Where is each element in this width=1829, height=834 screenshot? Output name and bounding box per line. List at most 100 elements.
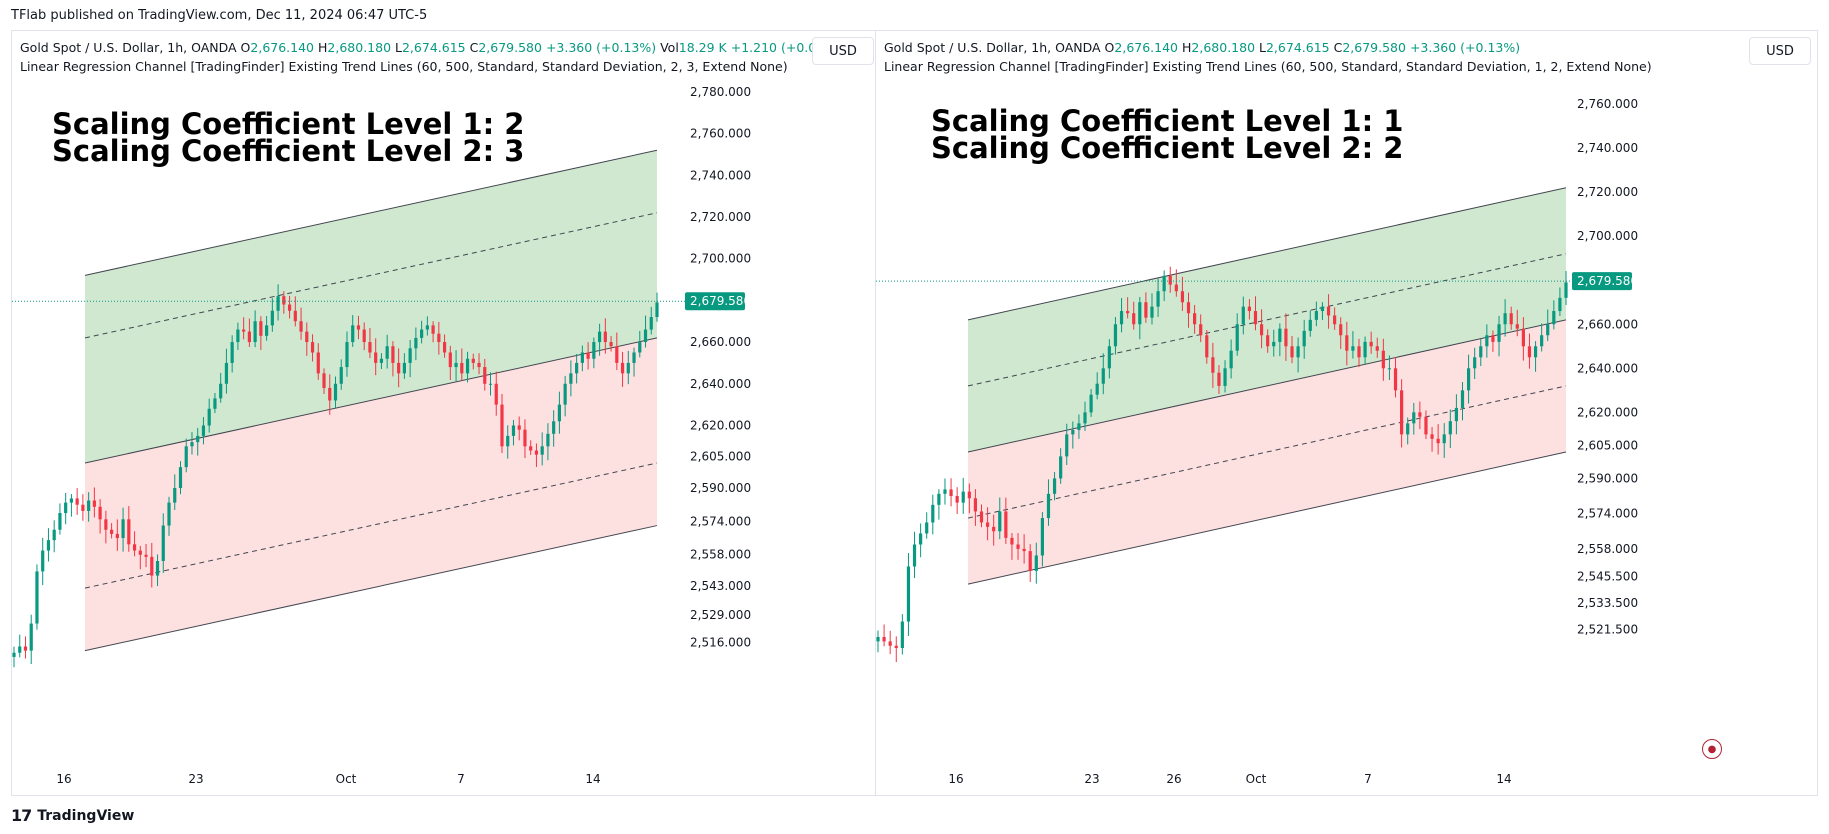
candle-body xyxy=(224,362,229,384)
tradingview-brand[interactable]: 17 TradingView xyxy=(11,806,134,825)
high-value: 2,680.180 xyxy=(1191,40,1256,55)
time-axis-label: 7 xyxy=(1364,772,1372,786)
candle-body xyxy=(534,450,539,455)
candle-body xyxy=(1333,315,1337,325)
candle-body xyxy=(961,491,965,503)
candle-body xyxy=(1156,291,1160,307)
candle-body xyxy=(1375,346,1379,351)
symbol-name[interactable]: Gold Spot / U.S. Dollar, 1h, OANDA xyxy=(884,40,1101,55)
candle-body xyxy=(985,522,990,527)
upper-channel-fill xyxy=(85,150,657,463)
time-axis-label: 16 xyxy=(56,772,71,786)
candle-body xyxy=(1095,383,1099,395)
candle-body xyxy=(425,325,429,330)
candle-body xyxy=(1564,282,1568,298)
candle-body xyxy=(87,500,91,511)
candle-body xyxy=(931,504,935,523)
lower-level2-line xyxy=(967,451,1567,585)
candle-body xyxy=(431,325,435,334)
candle-body xyxy=(1412,412,1416,424)
annotation-line-1: Scaling Coefficient Level 1: 2 xyxy=(52,107,524,141)
change-value: +3.360 (+0.13%) xyxy=(1409,40,1521,55)
candle-body xyxy=(1016,544,1020,549)
candle-body xyxy=(213,398,217,409)
candle-body xyxy=(46,540,51,551)
currency-button[interactable]: USD xyxy=(1749,37,1811,65)
legend-right: Gold Spot / U.S. Dollar, 1h, OANDA O2,67… xyxy=(884,38,1652,76)
candle-body xyxy=(1168,275,1172,285)
candle-body xyxy=(1558,297,1562,312)
last-price-tag xyxy=(1572,272,1632,291)
open-label: O xyxy=(1104,40,1115,55)
regression-midline xyxy=(967,319,1567,453)
close-label: C xyxy=(469,40,479,55)
candle-body xyxy=(1089,394,1093,413)
candle-body xyxy=(282,296,286,305)
price-axis-label: 2,760.000 xyxy=(1577,97,1638,111)
candle-body xyxy=(943,489,947,494)
candle-body xyxy=(293,310,297,322)
price-axis-label: 2,760.000 xyxy=(690,127,751,141)
chart-plot-right[interactable]: 2,679.580 2,760.000 2,740.000 2,720.000 2,70… xyxy=(876,31,1817,795)
candle-body xyxy=(219,383,223,399)
candle-body xyxy=(1400,390,1404,435)
candle-body xyxy=(511,425,516,436)
candle-body xyxy=(569,373,573,384)
candle-body xyxy=(1418,412,1422,417)
tradingview-logo-icon: 17 xyxy=(11,806,32,825)
chart-panel-right[interactable]: 2,679.580 2,760.000 2,740.000 2,720.000 2,70… xyxy=(875,30,1818,796)
candle-body xyxy=(247,331,251,343)
candle-body xyxy=(1314,311,1318,320)
candle-body xyxy=(632,352,636,363)
symbol-name[interactable]: Gold Spot / U.S. Dollar, 1h, OANDA xyxy=(20,40,237,55)
candle-body xyxy=(328,387,332,401)
candle-body xyxy=(1071,429,1075,435)
candle-body xyxy=(442,342,447,353)
candle-body xyxy=(900,621,904,648)
price-axis-label: 2,620.000 xyxy=(690,418,751,432)
candle-body xyxy=(29,623,33,651)
candle-body xyxy=(1180,291,1185,303)
price-axis-label: 2,590.000 xyxy=(690,481,751,495)
candle-body xyxy=(1193,313,1197,325)
candle-body xyxy=(1174,284,1178,292)
indicator-line[interactable]: Linear Regression Channel [TradingFinder… xyxy=(20,59,788,74)
candle-body xyxy=(580,352,584,363)
candle-body xyxy=(362,329,366,343)
candle-body xyxy=(402,362,406,374)
price-axis-label: 2,521.500 xyxy=(1577,622,1638,636)
candle-body xyxy=(374,352,378,363)
candle-body xyxy=(483,367,487,384)
candle-body xyxy=(1485,335,1489,347)
price-axis-label: 2,660.000 xyxy=(1577,317,1638,331)
currency-button[interactable]: USD xyxy=(812,37,874,65)
candle-body xyxy=(69,498,74,503)
candle-body xyxy=(1284,328,1288,347)
candle-body xyxy=(563,383,567,405)
candle-body xyxy=(1533,346,1538,358)
open-value: 2,676.140 xyxy=(1114,40,1179,55)
candle-body xyxy=(448,352,452,368)
us-flag-icon[interactable]: ● xyxy=(1702,739,1722,759)
symbol-line: Gold Spot / U.S. Dollar, 1h, OANDA O2,67… xyxy=(20,38,841,57)
candle-body xyxy=(299,321,303,332)
candle-body xyxy=(1205,335,1209,358)
candle-body xyxy=(408,348,412,363)
chart-panel-left[interactable]: 2,679.580 2,780.000 2,760.000 2,740.000 2,72… xyxy=(11,30,881,796)
candle-body xyxy=(1393,368,1398,391)
price-axis-label: 2,620.000 xyxy=(1577,405,1638,419)
candle-body xyxy=(1509,313,1513,325)
open-label: O xyxy=(240,40,251,55)
indicator-line[interactable]: Linear Regression Channel [TradingFinder… xyxy=(884,59,1652,74)
candle-body xyxy=(1059,456,1063,479)
candle-body xyxy=(609,342,613,347)
candle-body xyxy=(305,331,309,343)
candle-body xyxy=(992,526,996,532)
chart-plot-left[interactable]: 2,679.580 2,780.000 2,760.000 2,740.000 2,72… xyxy=(12,31,880,795)
candle-body xyxy=(1308,319,1312,331)
candle-body xyxy=(104,519,108,530)
candle-body xyxy=(121,519,125,539)
candle-body xyxy=(1132,313,1136,325)
upper-level2-line xyxy=(967,187,1567,321)
candle-body xyxy=(115,533,119,539)
